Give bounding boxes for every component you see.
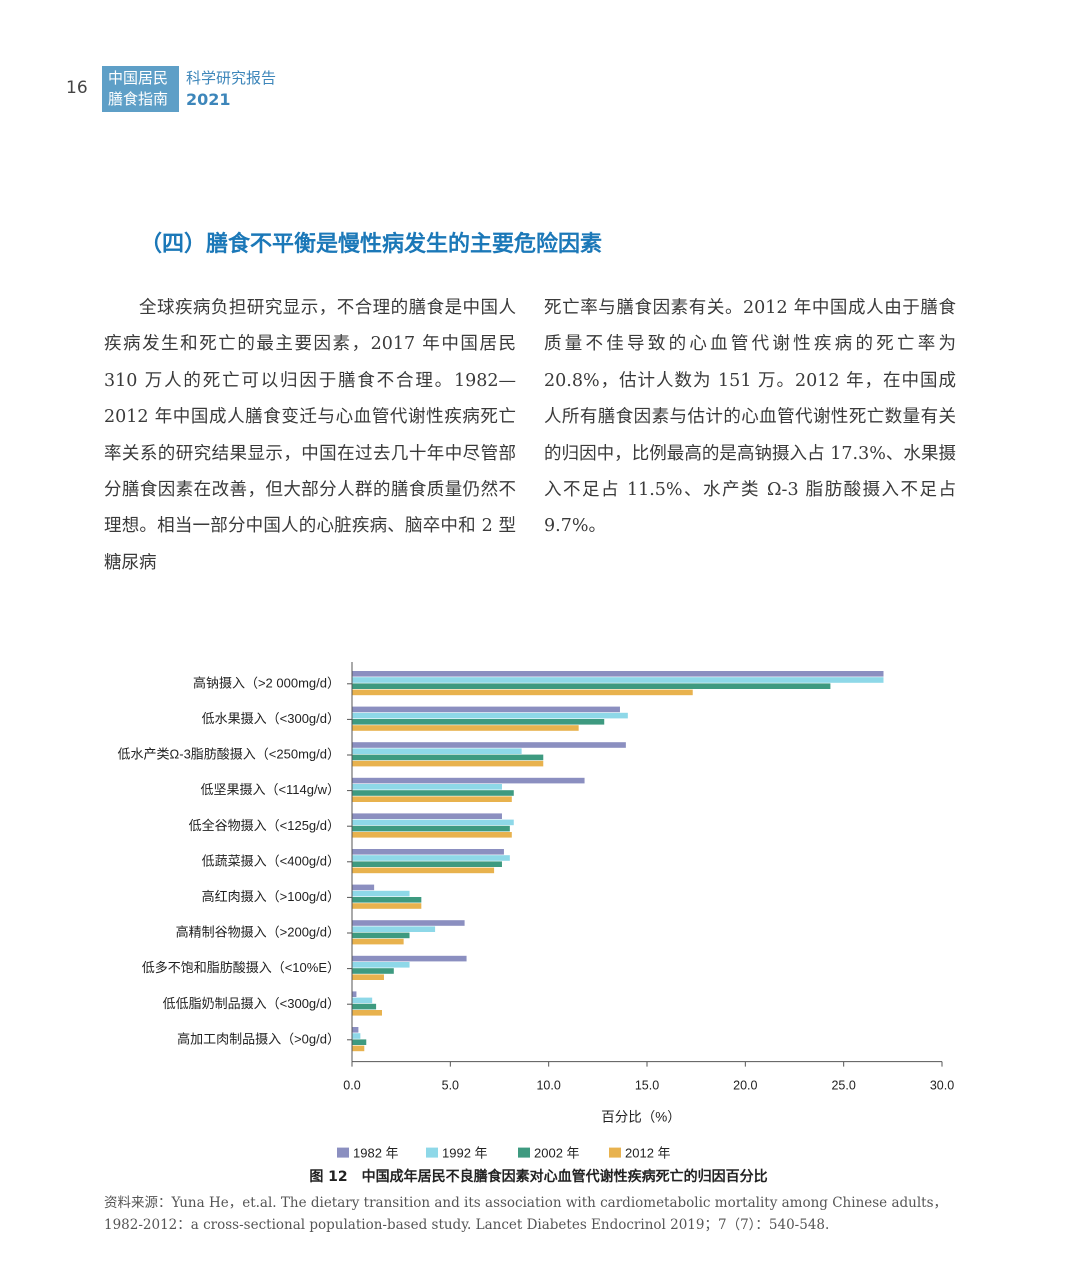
category-label: 高精制谷物摄入（>200g/d） bbox=[176, 925, 340, 940]
bar bbox=[352, 754, 544, 761]
report-label: 科学研究报告 2021 bbox=[186, 68, 276, 110]
category-label: 低蔬菜摄入（<400g/d） bbox=[202, 853, 340, 868]
body-paragraph-right: 死亡率与膳食因素有关。2012 年中国成人由于膳食质量不佳导致的心血管代谢性疾病… bbox=[544, 298, 956, 537]
bar bbox=[352, 712, 628, 719]
bar bbox=[352, 890, 410, 897]
bar bbox=[352, 742, 626, 748]
category-label: 低低脂奶制品摄入（<300g/d） bbox=[163, 996, 340, 1011]
bar bbox=[352, 884, 375, 891]
bar bbox=[352, 819, 514, 826]
bar bbox=[352, 855, 510, 861]
legend-swatch bbox=[337, 1147, 349, 1158]
bar bbox=[352, 861, 502, 867]
bar bbox=[352, 725, 579, 731]
legend-label: 1992 年 bbox=[442, 1146, 488, 1161]
category-label: 高钠摄入（>2 000mg/d） bbox=[193, 675, 340, 690]
bar bbox=[352, 991, 357, 997]
report-year: 2021 bbox=[186, 90, 231, 109]
bar bbox=[352, 1045, 365, 1052]
bar bbox=[352, 777, 585, 784]
bar bbox=[352, 706, 620, 713]
bar bbox=[352, 677, 884, 683]
bar bbox=[352, 962, 410, 968]
bar bbox=[352, 968, 394, 974]
legend-label: 1982 年 bbox=[353, 1146, 399, 1161]
bar bbox=[352, 790, 514, 796]
x-axis-label: 百分比（%） bbox=[601, 1110, 681, 1125]
category-label: 低坚果摄入（<114g/w） bbox=[200, 782, 340, 797]
x-tick-label: 15.0 bbox=[635, 1079, 659, 1093]
x-tick-label: 5.0 bbox=[442, 1079, 459, 1093]
bar bbox=[352, 813, 502, 819]
body-paragraph-left: 全球疾病负担研究显示，不合理的膳食是中国人疾病发生和死亡的最主要因素，2017 … bbox=[104, 298, 516, 573]
report-title: 科学研究报告 bbox=[186, 69, 277, 87]
bar bbox=[352, 796, 512, 802]
bar bbox=[352, 784, 502, 790]
bar bbox=[352, 760, 544, 767]
bar bbox=[352, 849, 504, 855]
bar bbox=[352, 1010, 382, 1016]
figure-caption: 图 12 中国成年居民不良膳食因素对心血管代谢性疾病死亡的归因百分比 bbox=[309, 1169, 768, 1185]
bar bbox=[352, 955, 467, 962]
bar bbox=[352, 897, 422, 903]
series-logo: 中国居民 膳食指南 bbox=[102, 66, 179, 112]
category-label: 高加工肉制品摄入（>0g/d） bbox=[177, 1031, 340, 1046]
x-tick-label: 0.0 bbox=[343, 1079, 360, 1093]
bar bbox=[352, 903, 422, 909]
bar bbox=[352, 1033, 361, 1039]
bar bbox=[352, 671, 884, 677]
figure-source: 资料来源：Yuna He，et.al. The dietary transiti… bbox=[104, 1195, 948, 1233]
bar bbox=[352, 1003, 377, 1010]
legend-label: 2012 年 bbox=[625, 1146, 671, 1161]
legend-swatch bbox=[518, 1147, 530, 1158]
bar bbox=[352, 719, 605, 725]
x-tick-label: 25.0 bbox=[831, 1079, 855, 1093]
bar bbox=[352, 867, 495, 874]
x-tick-label: 10.0 bbox=[536, 1079, 560, 1093]
bar bbox=[352, 689, 693, 696]
bar bbox=[352, 938, 404, 945]
x-tick-label: 30.0 bbox=[930, 1079, 954, 1093]
bar bbox=[352, 1039, 367, 1045]
category-label: 低水产类Ω-3脂肪酸摄入（<250mg/d） bbox=[118, 747, 340, 762]
bar bbox=[352, 932, 410, 939]
category-label: 低水果摄入（<300g/d） bbox=[202, 711, 340, 726]
category-label: 低多不饱和脂肪酸摄入（<10%E） bbox=[142, 960, 340, 975]
bar bbox=[352, 920, 465, 926]
bar bbox=[352, 832, 512, 838]
attribution-bar-chart: 高钠摄入（>2 000mg/d） 低水果摄入（<300g/d） 低水产类Ω-3脂肪酸… bbox=[118, 662, 954, 1161]
page-number: 16 bbox=[66, 78, 88, 98]
bar bbox=[352, 748, 522, 754]
bar bbox=[352, 974, 384, 980]
series-line-2: 膳食指南 bbox=[108, 90, 169, 108]
section-title: （四）膳食不平衡是慢性病发生的主要危险因素 bbox=[140, 232, 603, 257]
bar bbox=[352, 926, 436, 932]
series-line-1: 中国居民 bbox=[108, 69, 169, 87]
legend-swatch bbox=[426, 1147, 438, 1158]
bar bbox=[352, 1027, 359, 1033]
bar bbox=[352, 683, 831, 689]
bar bbox=[352, 825, 510, 832]
legend-label: 2002 年 bbox=[534, 1146, 580, 1161]
x-tick-label: 20.0 bbox=[733, 1079, 757, 1093]
category-label: 低全谷物摄入（<125g/d） bbox=[189, 818, 340, 833]
bar bbox=[352, 997, 373, 1004]
category-label: 高红肉摄入（>100g/d） bbox=[202, 889, 340, 904]
legend-swatch bbox=[609, 1147, 621, 1158]
